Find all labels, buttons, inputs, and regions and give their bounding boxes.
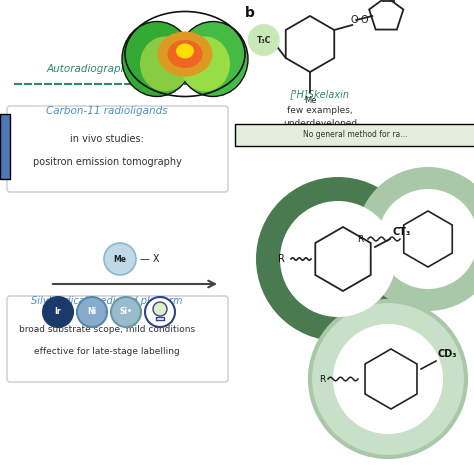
Circle shape <box>256 177 420 341</box>
Ellipse shape <box>167 40 202 68</box>
Text: O: O <box>350 15 358 25</box>
Ellipse shape <box>140 36 190 91</box>
Circle shape <box>145 297 175 327</box>
Text: Me: Me <box>304 95 316 104</box>
Text: positron emission tomography: positron emission tomography <box>33 157 182 167</box>
Text: R: R <box>319 374 325 383</box>
Text: few examples,: few examples, <box>287 106 353 115</box>
Circle shape <box>378 189 474 289</box>
Ellipse shape <box>176 44 194 58</box>
Text: in vivo studies:: in vivo studies: <box>70 134 144 144</box>
FancyBboxPatch shape <box>7 106 228 192</box>
Text: Ni: Ni <box>87 308 97 317</box>
Circle shape <box>77 297 107 327</box>
Text: broad substrate scope, mild conditions: broad substrate scope, mild conditions <box>19 325 195 334</box>
Text: CD₃: CD₃ <box>438 349 457 359</box>
Circle shape <box>104 243 136 275</box>
Circle shape <box>280 201 396 317</box>
Text: b: b <box>245 6 255 20</box>
Ellipse shape <box>180 36 230 91</box>
FancyBboxPatch shape <box>7 296 228 382</box>
FancyBboxPatch shape <box>235 124 474 146</box>
Ellipse shape <box>122 21 192 97</box>
Circle shape <box>356 167 474 311</box>
Circle shape <box>333 324 443 434</box>
Text: effective for late-stage labelling: effective for late-stage labelling <box>34 347 180 356</box>
Text: O: O <box>361 15 368 25</box>
Text: No general method for ra...: No general method for ra... <box>303 129 407 138</box>
Text: Ir: Ir <box>55 308 61 317</box>
Ellipse shape <box>157 31 212 76</box>
Text: T₃C: T₃C <box>256 36 271 45</box>
Text: [³H]Skelaxin: [³H]Skelaxin <box>290 89 350 99</box>
Circle shape <box>248 24 280 56</box>
Ellipse shape <box>153 302 167 316</box>
FancyBboxPatch shape <box>0 114 10 179</box>
Text: Silyl radical-mediated platform: Silyl radical-mediated platform <box>31 296 183 306</box>
Text: Si•: Si• <box>119 308 132 317</box>
Text: underdeveloped: underdeveloped <box>283 118 357 128</box>
Ellipse shape <box>178 21 248 97</box>
Circle shape <box>43 297 73 327</box>
Text: Autoradiography: Autoradiography <box>46 64 134 74</box>
Text: Carbon-11 radioligands: Carbon-11 radioligands <box>46 106 168 116</box>
Text: R: R <box>357 235 363 244</box>
Circle shape <box>310 301 466 457</box>
Text: R: R <box>278 254 285 264</box>
Circle shape <box>111 297 141 327</box>
Text: CT₃: CT₃ <box>393 227 411 237</box>
Text: Me: Me <box>113 255 127 264</box>
Text: — X: — X <box>140 254 159 264</box>
